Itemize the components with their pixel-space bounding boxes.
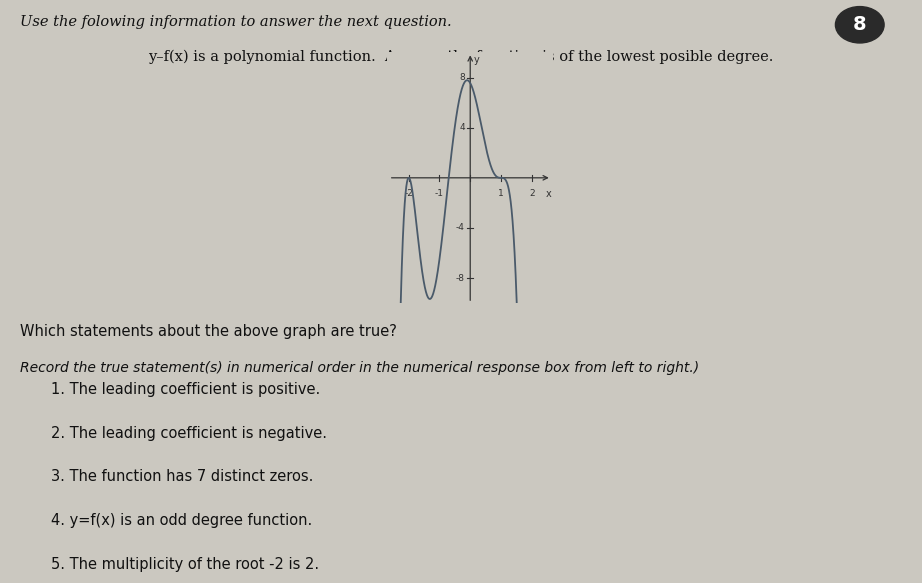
Text: -2: -2	[405, 189, 413, 198]
Text: -1: -1	[435, 189, 444, 198]
Text: y: y	[473, 55, 479, 65]
Text: 8: 8	[459, 73, 465, 82]
Text: 2: 2	[529, 189, 535, 198]
Text: 8: 8	[853, 15, 867, 34]
Text: Use the folowing information to answer the next question.: Use the folowing information to answer t…	[20, 15, 452, 29]
Text: -4: -4	[455, 223, 465, 233]
Text: Record the true statement(s) in numerical order in the numerical response box fr: Record the true statement(s) in numerica…	[20, 361, 700, 375]
Circle shape	[835, 6, 884, 43]
Text: x: x	[546, 189, 551, 199]
Text: -8: -8	[455, 273, 465, 283]
Text: 2. The leading coefficient is negative.: 2. The leading coefficient is negative.	[51, 426, 326, 441]
Text: 4. y=f(x) is an odd degree function.: 4. y=f(x) is an odd degree function.	[51, 513, 312, 528]
Text: 5. The multiplicity of the root -2 is 2.: 5. The multiplicity of the root -2 is 2.	[51, 557, 319, 572]
Text: 1. The leading coefficient is positive.: 1. The leading coefficient is positive.	[51, 382, 320, 397]
Text: y–f(x) is a polynomial function.  Assume the function is of the lowest posible d: y–f(x) is a polynomial function. Assume …	[148, 50, 774, 64]
Text: Which statements about the above graph are true?: Which statements about the above graph a…	[20, 324, 397, 339]
Text: 1: 1	[498, 189, 503, 198]
Text: 3. The function has 7 distinct zeros.: 3. The function has 7 distinct zeros.	[51, 469, 313, 484]
Text: 4: 4	[459, 123, 465, 132]
